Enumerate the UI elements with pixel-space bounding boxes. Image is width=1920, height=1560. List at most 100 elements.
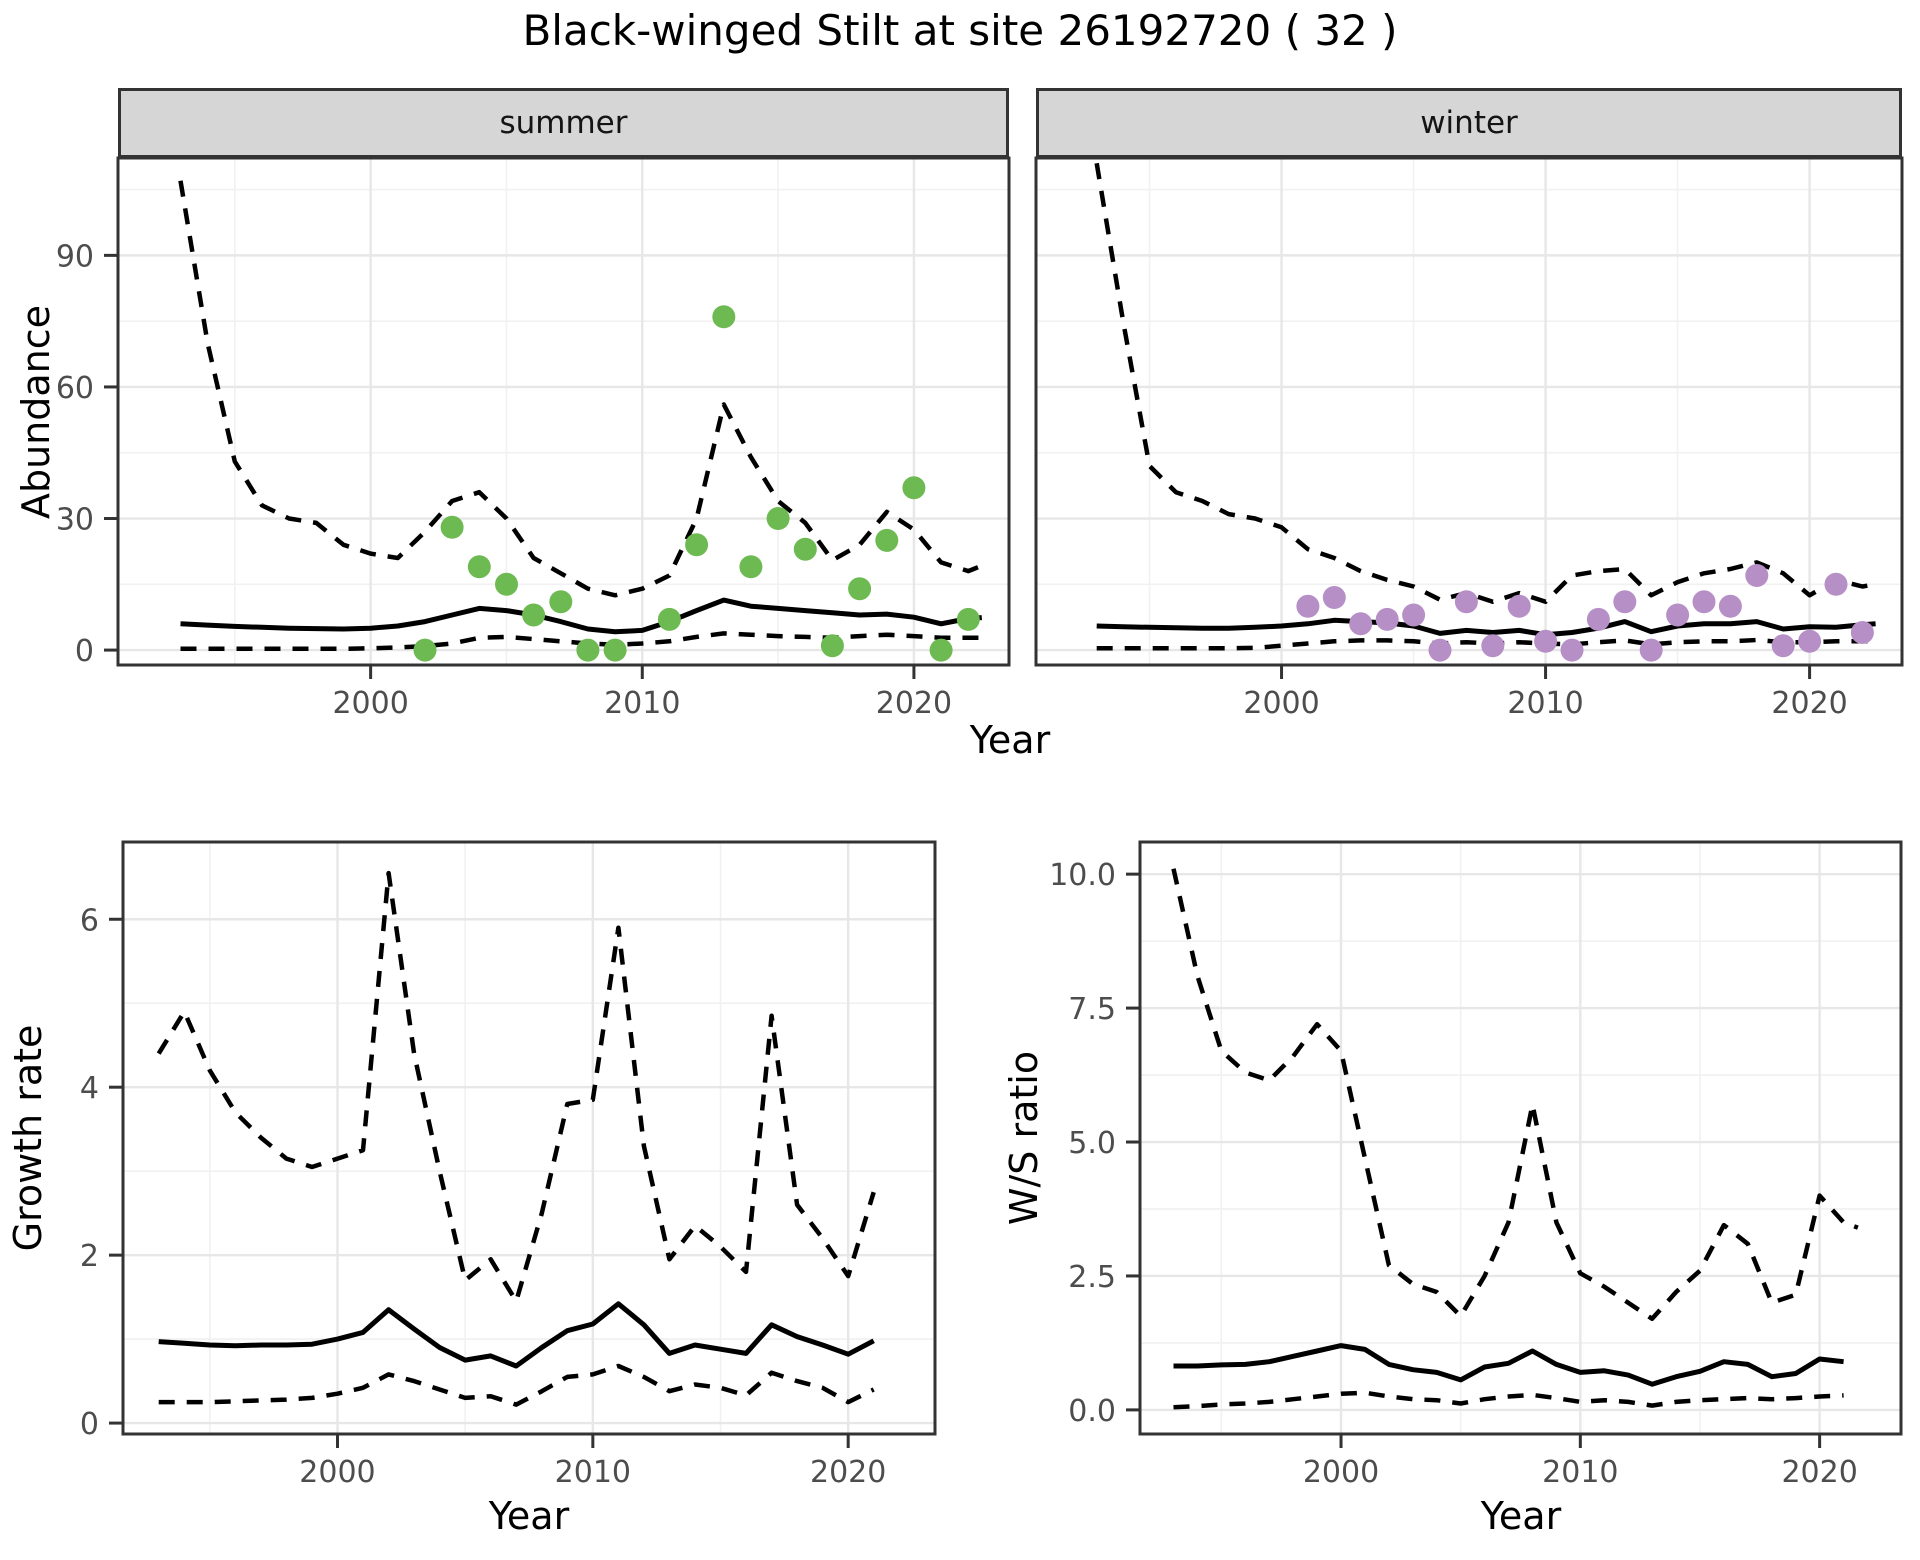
- observed-count-point: [440, 515, 464, 539]
- observed-count-point: [1402, 603, 1426, 627]
- lower-ci-line: [1173, 1390, 1844, 1410]
- observed-count-point: [1692, 590, 1716, 614]
- y-tick-label: 60: [56, 371, 94, 406]
- y-axis-title-growth-rate: Growth rate: [6, 1024, 50, 1252]
- observed-count-point: [657, 607, 681, 631]
- panel-background: [1140, 842, 1901, 1434]
- observed-count-point: [1639, 638, 1663, 662]
- abundance-winter-panel: 2000 2010 2020: [1034, 156, 1904, 721]
- x-tick-label: 2000: [1243, 686, 1319, 721]
- page-title: Black-winged Stilt at site 26192720 ( 32…: [522, 6, 1398, 55]
- x-tick-label: 2000: [1303, 1455, 1379, 1490]
- x-tick-label: 2010: [604, 686, 680, 721]
- x-tick-label: 2010: [555, 1455, 631, 1490]
- observed-count-point: [467, 555, 491, 579]
- y-tick-label: 90: [56, 239, 94, 274]
- observed-count-point: [1666, 603, 1690, 627]
- observed-count-point: [1375, 607, 1399, 631]
- observed-count-point: [929, 638, 953, 662]
- abundance-summer-panel: 2000 2010 2020 0 30 60 90: [56, 156, 1011, 721]
- panel-background: [1036, 158, 1902, 665]
- y-tick-label: 6: [80, 903, 99, 938]
- observed-count-point: [1586, 607, 1610, 631]
- x-tick-label: 2020: [810, 1455, 886, 1490]
- facet-strip-label: summer: [499, 105, 628, 141]
- x-tick-label: 2020: [876, 686, 952, 721]
- observed-count-point: [685, 533, 709, 557]
- facet-strip-winter: winter: [1036, 88, 1902, 158]
- y-tick-label: 7.5: [1068, 992, 1116, 1027]
- x-tick-label: 2010: [1507, 686, 1583, 721]
- growth-rate-panel: 2000 2010 2020 0 2 4 6: [80, 840, 937, 1490]
- y-tick-label: 2.5: [1068, 1260, 1116, 1295]
- y-axis-title-abundance: Abundance: [14, 304, 58, 520]
- series-group: [156, 870, 876, 1407]
- panel-border: [116, 156, 1011, 667]
- fit-line: [1173, 1343, 1844, 1387]
- x-tick-label: 2000: [332, 686, 408, 721]
- observed-count-point: [875, 528, 899, 552]
- observed-count-point: [576, 638, 600, 662]
- fit-line: [1096, 617, 1876, 638]
- fit-line: [180, 597, 982, 635]
- observed-count-point: [413, 638, 437, 662]
- observed-count-point: [712, 305, 736, 329]
- lower-ci-line: [180, 631, 982, 652]
- y-tick-label: 0.0: [1068, 1394, 1116, 1429]
- y-tick-label: 30: [56, 503, 94, 538]
- x-axis-title-growth-rate: Year: [488, 1494, 570, 1538]
- observed-count-point: [549, 590, 573, 614]
- y-tick-label: 0: [80, 1407, 99, 1442]
- panel-border: [1034, 156, 1904, 667]
- facet-strip-label: winter: [1420, 105, 1518, 141]
- y-tick-label: 10.0: [1049, 858, 1116, 893]
- y-tick-label: 4: [80, 1071, 99, 1106]
- x-tick-label: 2010: [1542, 1455, 1618, 1490]
- observed-count-point: [1771, 634, 1795, 658]
- x-axis-title-ws-ratio: Year: [1480, 1494, 1562, 1538]
- observed-count-point: [522, 603, 546, 627]
- observed-count-point: [956, 607, 980, 631]
- observed-count-point: [603, 638, 627, 662]
- observed-count-point: [1718, 594, 1742, 618]
- observed-count-point: [1850, 621, 1874, 644]
- lower-ci-line: [158, 1363, 875, 1407]
- x-tick-label: 2000: [299, 1455, 375, 1490]
- y-tick-label: 5.0: [1068, 1126, 1116, 1161]
- ws-ratio-panel: 2000 2010 2020 0.0 2.5 5.0 7.5 10.0: [1049, 840, 1903, 1490]
- observed-count-point: [1798, 629, 1822, 653]
- upper-ci-line: [178, 180, 986, 598]
- x-tick-label: 2020: [1771, 686, 1847, 721]
- observed-count-point: [820, 634, 844, 658]
- observed-count-point: [1296, 594, 1320, 618]
- observed-count-point: [1534, 629, 1558, 653]
- observed-count-point: [1613, 590, 1637, 614]
- observed-count-point: [1824, 572, 1848, 596]
- panel-border: [121, 840, 937, 1436]
- fit-line: [158, 1301, 875, 1369]
- y-tick-label: 2: [80, 1239, 99, 1274]
- panel-background: [118, 158, 1009, 665]
- observed-count-point: [848, 577, 872, 601]
- observed-count-point: [1745, 564, 1769, 587]
- upper-ci-line: [1094, 162, 1876, 605]
- observed-count-point: [1322, 586, 1346, 609]
- observed-count-point: [793, 537, 817, 561]
- observed-count-point: [766, 507, 790, 530]
- series-group: [178, 180, 986, 662]
- observed-count-point: [1507, 594, 1531, 618]
- y-axis-title-ws-ratio: W/S ratio: [1002, 1050, 1046, 1226]
- upper-ci-line: [156, 870, 876, 1304]
- observed-count-point: [1428, 638, 1452, 662]
- observed-count-point: [739, 555, 763, 579]
- panel-border: [1138, 840, 1903, 1436]
- x-axis-title-top: Year: [969, 718, 1051, 762]
- observed-count-point: [1560, 638, 1584, 662]
- series-group: [1094, 162, 1876, 662]
- observed-count-point: [902, 476, 926, 500]
- x-tick-label: 2020: [1781, 1455, 1857, 1490]
- facet-strip-summer: summer: [118, 88, 1009, 158]
- observed-count-point: [1481, 634, 1505, 658]
